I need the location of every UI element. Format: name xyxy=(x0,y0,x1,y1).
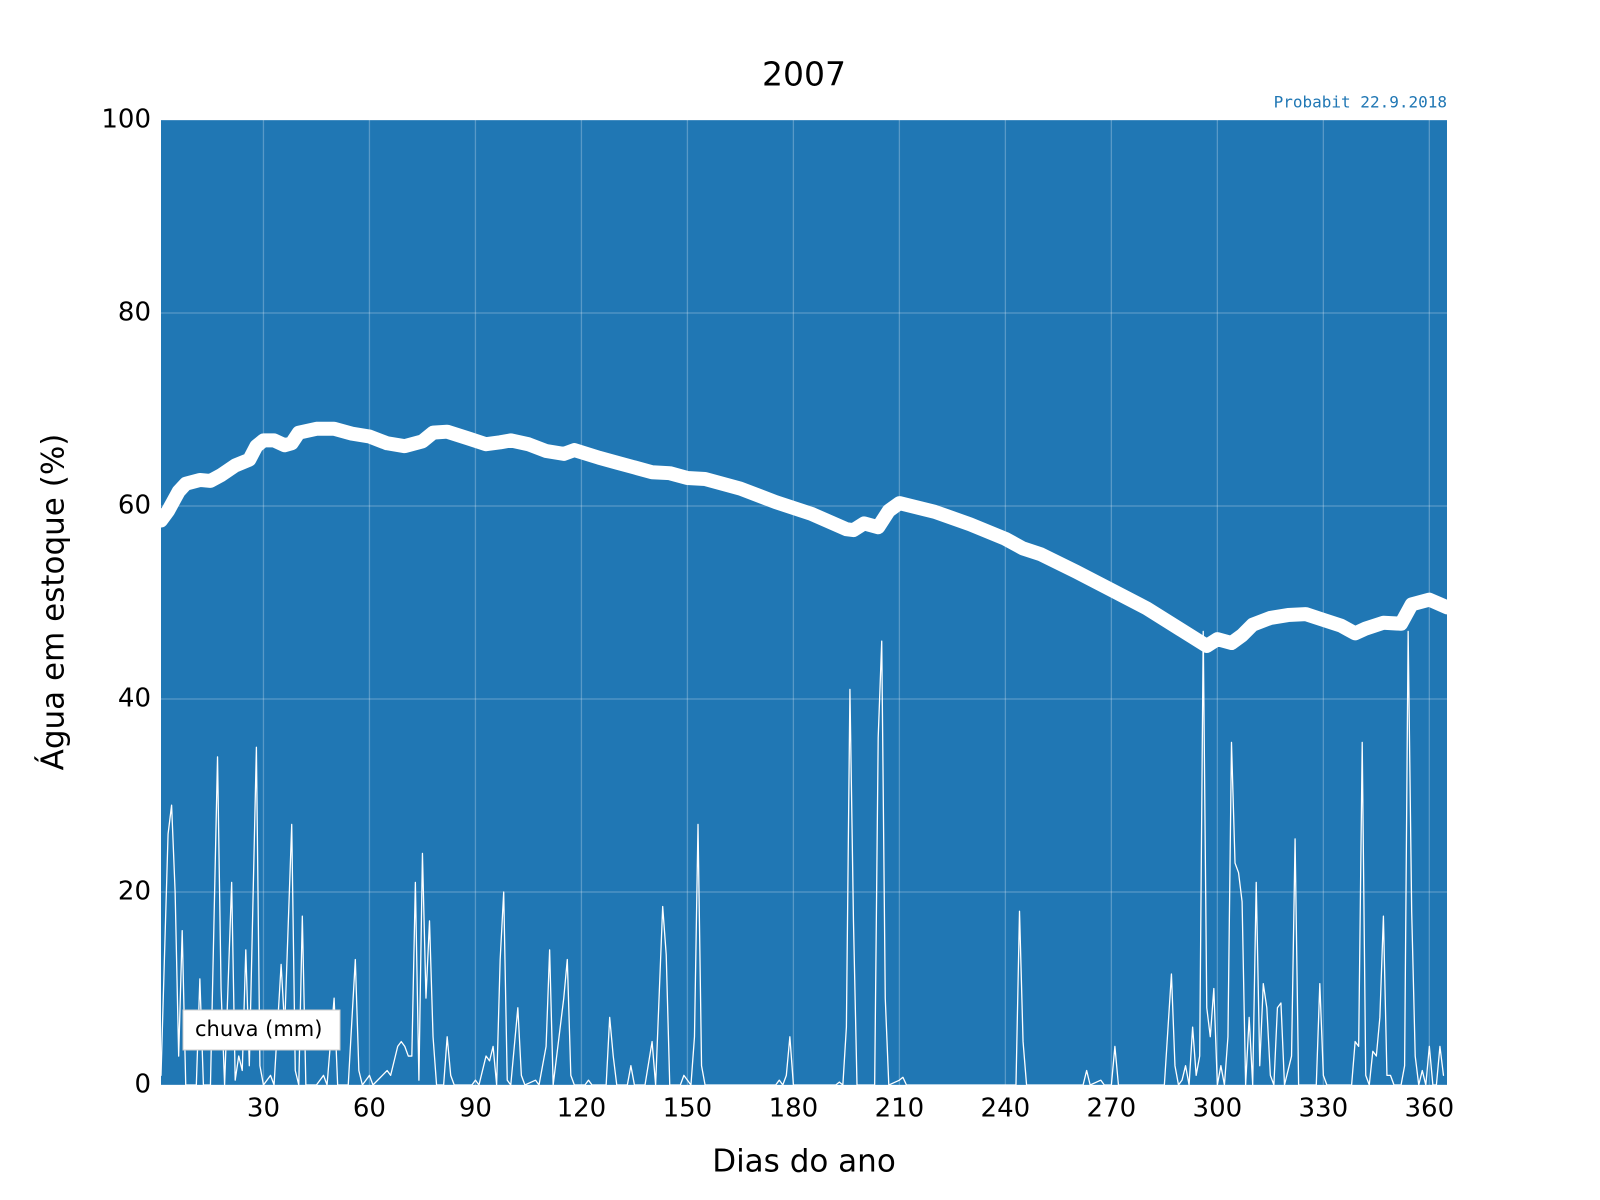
y-tick-label: 0 xyxy=(134,1070,151,1100)
y-tick-label: 60 xyxy=(118,491,151,521)
y-tick-label: 20 xyxy=(118,877,151,907)
x-tick-label: 30 xyxy=(247,1094,280,1124)
storage-line xyxy=(161,421,1447,653)
annotation: Probabit 22.9.2018 xyxy=(1274,93,1447,112)
x-tick-label: 90 xyxy=(459,1094,492,1124)
legend-box xyxy=(182,1009,341,1051)
x-tick-label: 300 xyxy=(1193,1094,1243,1124)
x-tick-label: 330 xyxy=(1299,1094,1349,1124)
chart-title: 2007 xyxy=(762,55,846,94)
plot-area xyxy=(161,120,1447,1085)
x-tick-label: 270 xyxy=(1087,1094,1137,1124)
x-axis-label: Dias do ano xyxy=(712,1144,896,1180)
x-tick-label: 210 xyxy=(875,1094,925,1124)
x-tick-label: 180 xyxy=(769,1094,819,1124)
y-tick-label: 80 xyxy=(118,298,151,328)
legend-label: chuva (mm) xyxy=(195,1017,322,1041)
x-tick-label: 60 xyxy=(353,1094,386,1124)
y-axis-label: Água em estoque (%) xyxy=(36,434,72,771)
x-tick-label: 120 xyxy=(557,1094,607,1124)
x-tick-label: 360 xyxy=(1405,1094,1455,1124)
y-tick-label: 100 xyxy=(101,105,151,135)
y-tick-label: 40 xyxy=(118,684,151,714)
x-tick-label: 240 xyxy=(981,1094,1031,1124)
x-tick-label: 150 xyxy=(663,1094,713,1124)
